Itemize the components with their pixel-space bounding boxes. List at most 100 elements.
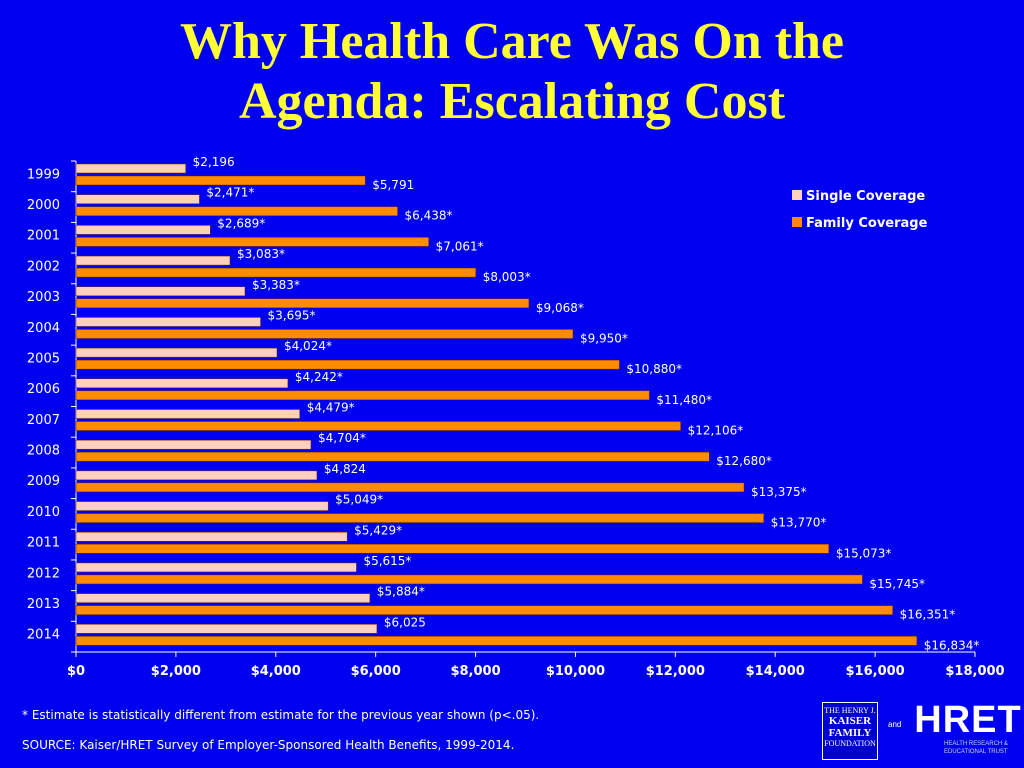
family-coverage-bar <box>75 482 745 493</box>
family-coverage-value-label: $8,003* <box>483 270 531 284</box>
family-coverage-bar <box>75 574 863 585</box>
category-label: 2007 <box>27 413 60 428</box>
single-coverage-bar <box>75 409 300 419</box>
hret-logo-word: HRET <box>914 699 1022 741</box>
family-coverage-bar <box>75 636 918 646</box>
single-coverage-bar <box>75 194 200 204</box>
family-coverage-value-label: $16,351* <box>900 608 956 622</box>
family-coverage-bar <box>75 421 681 431</box>
kff-logo-line4: FOUNDATION <box>824 739 876 748</box>
category-label: 1999 <box>27 167 60 182</box>
family-coverage-value-label: $11,480* <box>656 393 712 407</box>
legend-swatch-single <box>792 190 802 200</box>
category-label: 2008 <box>27 444 60 459</box>
kff-logo-line1: THE HENRY J. <box>824 706 876 715</box>
category-label: 2003 <box>27 290 60 305</box>
x-tick-label: $4,000 <box>251 664 301 679</box>
family-coverage-bar <box>75 298 530 308</box>
single-coverage-bar <box>75 470 318 481</box>
single-coverage-bar <box>75 532 348 542</box>
single-coverage-value-label: $4,824 <box>324 462 366 476</box>
footnote-source: SOURCE: Kaiser/HRET Survey of Employer-S… <box>22 738 515 752</box>
single-coverage-bar <box>75 593 371 603</box>
bar-chart: $0 $2,000 $4,000 $6,000 $8,000 $10,000 $12,000… <box>27 155 1005 679</box>
family-coverage-bar <box>75 390 650 401</box>
category-label: 2012 <box>27 566 60 581</box>
category-label: 2005 <box>27 351 60 366</box>
category-label: 2004 <box>27 321 60 336</box>
single-coverage-value-label: $2,689* <box>217 216 265 230</box>
family-coverage-value-label: $6,438* <box>405 209 453 223</box>
legend-swatch-family <box>792 217 802 227</box>
legend-label-family: Family Coverage <box>806 216 928 231</box>
single-coverage-value-label: $4,024* <box>284 339 332 353</box>
single-coverage-bar <box>75 225 211 235</box>
family-coverage-bar <box>75 513 764 523</box>
single-coverage-value-label: $4,242* <box>295 370 343 384</box>
family-coverage-value-label: $7,061* <box>436 239 484 253</box>
family-coverage-value-label: $15,745* <box>869 577 925 591</box>
single-coverage-value-label: $4,704* <box>318 431 366 445</box>
category-label: 2006 <box>27 382 60 397</box>
single-coverage-bar <box>75 163 186 174</box>
family-coverage-value-label: $12,106* <box>688 424 744 438</box>
single-coverage-bar <box>75 501 329 511</box>
kff-logo: THE HENRY J. KAISER FAMILY FOUNDATION <box>822 702 878 760</box>
x-tick-label: $8,000 <box>450 664 500 679</box>
single-coverage-value-label: $3,083* <box>237 247 285 261</box>
hret-logo: HRET HEALTH RESEARCH & EDUCATIONAL TRUST <box>914 700 1022 766</box>
family-coverage-bar <box>75 237 429 247</box>
single-coverage-bar <box>75 255 231 266</box>
footnote-significance: * Estimate is statistically different fr… <box>22 708 540 722</box>
category-label: 2010 <box>27 505 60 520</box>
single-coverage-bar <box>75 439 312 450</box>
single-coverage-value-label: $6,025 <box>384 615 426 629</box>
family-coverage-value-label: $9,068* <box>536 301 584 315</box>
hret-logo-sub2: EDUCATIONAL TRUST <box>944 749 1008 755</box>
family-coverage-value-label: $15,073* <box>836 546 892 560</box>
x-tick-label: $12,000 <box>646 664 705 679</box>
title-line-1: Why Health Care Was On the <box>179 13 844 70</box>
single-coverage-bar <box>75 286 246 296</box>
family-coverage-value-label: $16,834* <box>924 638 980 652</box>
kff-logo-line2: KAISER <box>828 715 872 727</box>
family-coverage-bar <box>75 605 893 615</box>
single-coverage-bar <box>75 347 278 358</box>
family-coverage-value-label: $5,791 <box>372 178 414 192</box>
single-coverage-value-label: $5,615* <box>363 554 411 568</box>
category-label: 2014 <box>27 628 60 643</box>
category-label: 2000 <box>27 198 60 213</box>
family-coverage-bar <box>75 206 398 216</box>
legend-label-single: Single Coverage <box>806 189 925 204</box>
slide-title: Why Health Care Was On the Agenda: Escal… <box>0 12 1024 132</box>
single-coverage-value-label: $3,695* <box>268 308 316 322</box>
title-line-2: Agenda: Escalating Cost <box>238 73 786 130</box>
x-tick-label: $18,000 <box>945 664 1004 679</box>
category-label: 2009 <box>27 474 60 489</box>
family-coverage-value-label: $9,950* <box>580 331 628 345</box>
x-tick-label: $16,000 <box>846 664 905 679</box>
single-coverage-value-label: $2,196 <box>193 155 235 169</box>
hret-logo-sub1: HEALTH RESEARCH & <box>944 741 1008 747</box>
family-coverage-bar <box>75 175 366 186</box>
single-coverage-value-label: $2,471* <box>206 186 254 200</box>
single-coverage-value-label: $3,383* <box>252 278 300 292</box>
family-coverage-bar <box>75 267 476 278</box>
category-label: 2002 <box>27 259 60 274</box>
kff-logo-line3: FAMILY <box>828 727 872 739</box>
category-label: 2011 <box>27 536 60 551</box>
x-tick-label: $6,000 <box>351 664 401 679</box>
category-label: 2013 <box>27 597 60 612</box>
category-label: 2001 <box>27 229 60 244</box>
family-coverage-value-label: $10,880* <box>626 362 682 376</box>
x-tick-label: $14,000 <box>746 664 805 679</box>
single-coverage-value-label: $5,429* <box>354 523 402 537</box>
single-coverage-value-label: $5,884* <box>377 585 425 599</box>
family-coverage-value-label: $13,375* <box>751 485 807 499</box>
family-coverage-bar <box>75 329 574 339</box>
family-coverage-value-label: $12,680* <box>716 454 772 468</box>
family-coverage-bar <box>75 451 710 462</box>
single-coverage-bar <box>75 562 357 573</box>
single-coverage-bar <box>75 317 261 327</box>
family-coverage-value-label: $13,770* <box>771 516 827 530</box>
